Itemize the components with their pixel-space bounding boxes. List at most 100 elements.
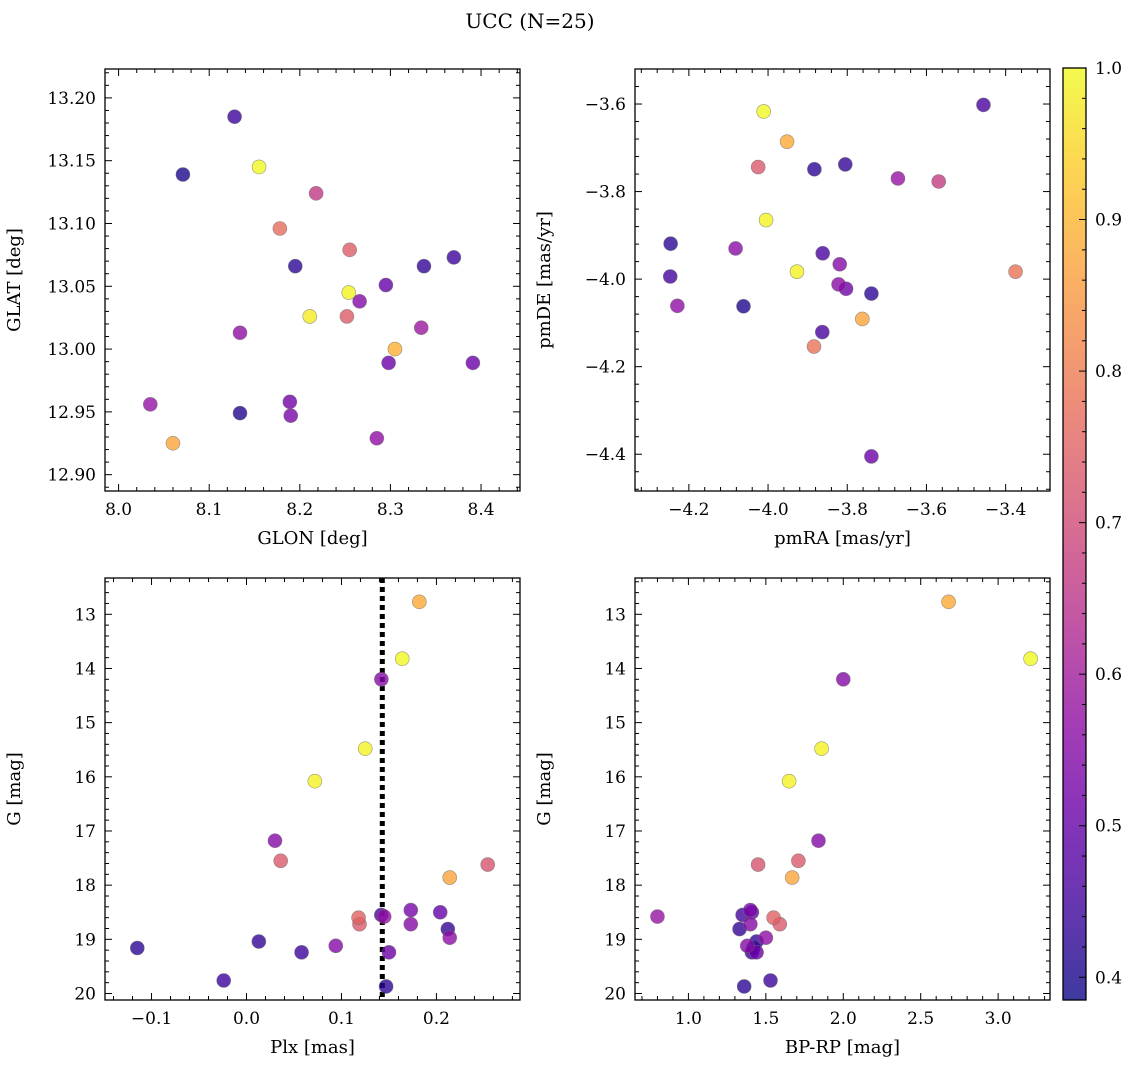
x-tick-label: 8.2 [286, 500, 313, 520]
scatter-point [416, 258, 432, 274]
scatter-point [403, 902, 419, 918]
scatter-point [374, 672, 389, 687]
scatter-point [781, 773, 797, 789]
scatter-point [376, 909, 392, 924]
y-tick-label: 12.90 [47, 466, 96, 486]
colorbar-tick-label: 0.4 [1095, 968, 1122, 988]
scatter-point [387, 341, 403, 357]
scatter-point [789, 264, 805, 279]
scatter-point [815, 245, 831, 261]
y-tick-label: 18 [604, 876, 626, 896]
scatter-point [831, 277, 846, 292]
scatter-point [750, 159, 766, 175]
scatter-point [784, 870, 800, 885]
y-tick-label: 13 [604, 605, 626, 625]
scatter-point [750, 857, 766, 872]
scatter-point [432, 904, 448, 920]
scatter-point [766, 910, 781, 925]
scatter-point [835, 672, 851, 687]
scatter-point [287, 258, 303, 274]
scatter-point [941, 594, 956, 610]
scatter-point [662, 269, 678, 284]
scatter-point [369, 430, 385, 446]
y-tick-label: −4.0 [585, 270, 626, 290]
x-tick-label: −3.6 [906, 500, 947, 520]
y-tick-label: 19 [604, 930, 626, 950]
scatter-point [282, 394, 298, 410]
scatter-point [442, 870, 458, 885]
figure-title: UCC (N=25) [465, 9, 594, 33]
scatter-point [728, 241, 743, 256]
scatter-point [412, 594, 427, 610]
y-tick-label: 19 [74, 930, 96, 950]
y-axis-label: G [mag] [4, 752, 25, 825]
scatter-point [378, 277, 394, 293]
scatter-point [758, 930, 774, 946]
y-tick-label: −4.2 [585, 358, 626, 378]
scatter-point [756, 104, 771, 119]
scatter-point [650, 909, 665, 924]
y-axis-label: pmDE [mas/yr] [534, 211, 555, 349]
y-tick-label: −3.6 [585, 95, 626, 115]
y-tick-label: 14 [74, 659, 96, 679]
scatter-point [736, 298, 751, 314]
colorbar-gradient [1062, 67, 1087, 1001]
colorbar: 0.4 0.5 0.6 0.7 0.8 0.9 1.0 [1062, 59, 1122, 1001]
scatter-point [739, 938, 755, 954]
y-axis-label: G [mag] [534, 752, 555, 825]
axes-frame [634, 577, 1051, 1001]
scatter-point [272, 221, 288, 236]
scatter-point [832, 256, 848, 272]
x-axis-label: Plx [mas] [270, 1037, 355, 1058]
scatter-point [806, 339, 822, 354]
y-tick-label: 15 [604, 714, 626, 734]
scatter-point [232, 405, 248, 421]
x-tick-label: 2.0 [830, 1009, 857, 1029]
x-tick-label: 8.3 [377, 500, 404, 520]
axes-frame [634, 68, 1051, 492]
scatter-point [129, 940, 145, 956]
y-tick-label: 14 [604, 659, 626, 679]
x-tick-label: 8.1 [196, 500, 223, 520]
y-tick-label: 18 [74, 876, 96, 896]
x-tick-label: 0.0 [233, 1009, 260, 1029]
y-tick-label: 16 [74, 768, 96, 788]
y-tick-label: 17 [74, 822, 96, 842]
x-tick-label: 3.0 [985, 1009, 1012, 1029]
colorbar-tick-label: 0.5 [1095, 817, 1122, 837]
scatter-point [357, 741, 373, 756]
y-tick-label: 20 [604, 984, 626, 1004]
x-tick-label: −4.0 [747, 500, 788, 520]
scatter-point [267, 833, 283, 849]
scatter-point [232, 325, 248, 341]
scatter-point [394, 651, 410, 667]
scatter-point [1008, 264, 1023, 279]
y-tick-label: −4.4 [585, 445, 626, 465]
scatter-point [480, 857, 496, 872]
panel-plx-g: −0.1 0.0 0.1 0.2 13 14 15 16 17 18 19 20 Plx [mas] G … [4, 577, 521, 1058]
x-tick-label: 0.2 [423, 1009, 450, 1029]
y-tick-label: 13.00 [47, 340, 96, 360]
scatter-point [931, 174, 947, 189]
scatter-point [143, 397, 158, 412]
scatter-point [328, 938, 344, 954]
x-tick-label: 2.5 [907, 1009, 934, 1029]
y-tick-label: 17 [604, 822, 626, 842]
scatter-point [864, 449, 879, 464]
scatter-point [1023, 651, 1038, 667]
x-tick-label: −0.1 [131, 1009, 172, 1029]
scatter-point [465, 355, 481, 371]
y-tick-label: 13 [74, 605, 96, 625]
y-tick-label: 16 [604, 768, 626, 788]
y-tick-label: 13.20 [47, 89, 96, 109]
scatter-point [743, 916, 758, 932]
scatter-point [381, 945, 397, 960]
x-axis-label: BP-RP [mag] [785, 1037, 900, 1058]
axes-frame [104, 68, 521, 492]
scatter-point [743, 902, 758, 918]
y-tick-label: 20 [74, 984, 96, 1004]
colorbar-tick-label: 0.8 [1095, 362, 1122, 382]
scatter-point [294, 945, 309, 960]
scatter-point [807, 161, 822, 177]
